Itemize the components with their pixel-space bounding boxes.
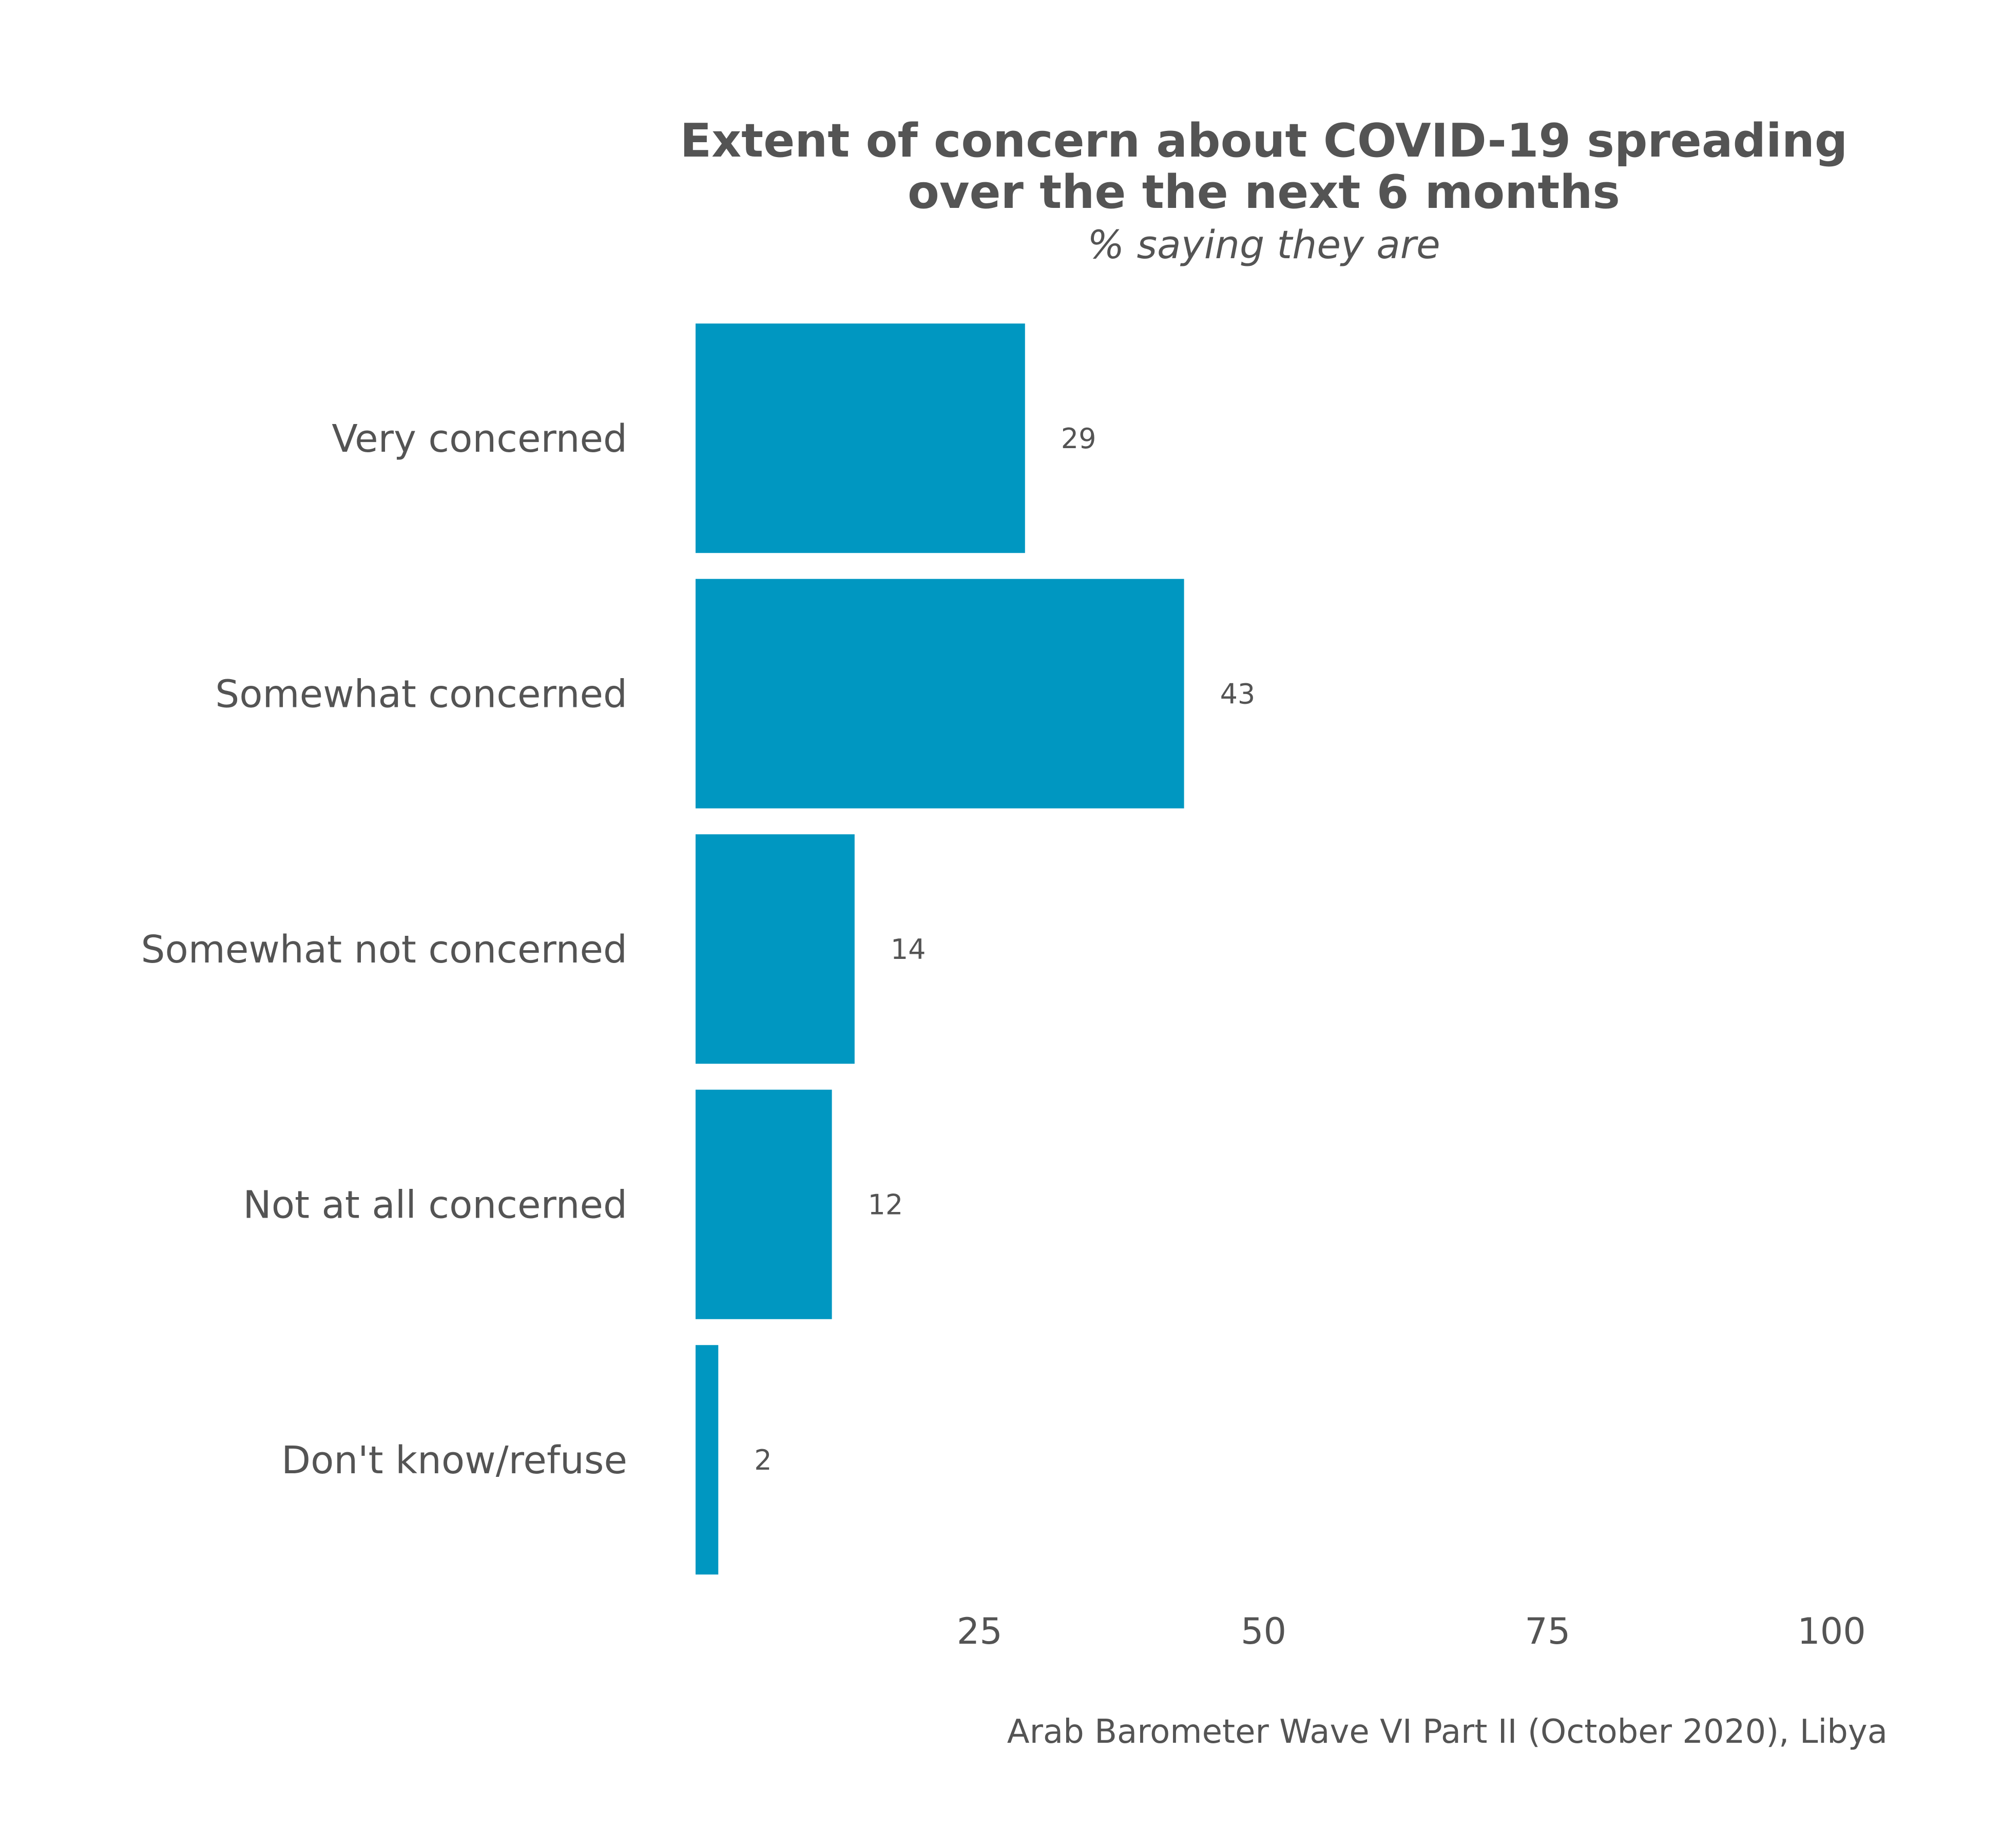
chart-title: Extent of concern about COVID-19 spreadi… xyxy=(680,114,1848,219)
x-tick-label-100: 100 xyxy=(1797,1610,1866,1652)
bar-not-at-all-concerned xyxy=(696,1089,832,1319)
bar-very-concerned xyxy=(696,323,1025,553)
x-tick-label-50: 50 xyxy=(1241,1610,1286,1652)
chart-title-line-2: over the the next 6 months xyxy=(908,165,1620,219)
x-tick-label-75: 75 xyxy=(1525,1610,1570,1652)
value-label-very-concerned: 29 xyxy=(1061,422,1096,455)
category-label-not-at-all-concerned: Not at all concerned xyxy=(243,1183,627,1227)
chart-title-line-1: Extent of concern about COVID-19 spreadi… xyxy=(680,114,1848,168)
category-labels: Very concerned Somewhat concerned Somewhat… xyxy=(141,417,627,1483)
bar-somewhat-concerned xyxy=(696,579,1184,808)
value-label-somewhat-concerned: 43 xyxy=(1220,678,1256,710)
value-labels: 29 43 14 12 2 xyxy=(754,422,1255,1476)
bar-don-t-know-refuse xyxy=(696,1345,719,1575)
chart-caption: Arab Barometer Wave VI Part II (October … xyxy=(1007,1713,1888,1751)
value-label-not-at-all-concerned: 12 xyxy=(868,1188,903,1221)
category-label-somewhat-concerned: Somewhat concerned xyxy=(215,672,627,716)
bar-somewhat-not-concerned xyxy=(696,834,855,1064)
category-label-don-t-know-refuse: Don't know/refuse xyxy=(281,1438,627,1483)
category-label-somewhat-not-concerned: Somewhat not concerned xyxy=(141,928,627,972)
bars xyxy=(696,323,1184,1575)
x-axis-ticks: 25 50 75 100 xyxy=(957,1610,1866,1652)
value-label-somewhat-not-concerned: 14 xyxy=(891,933,926,966)
x-tick-label-25: 25 xyxy=(957,1610,1003,1652)
chart-subtitle: % saying they are xyxy=(1087,222,1440,267)
value-label-don-t-know-refuse: 2 xyxy=(754,1444,772,1476)
category-label-very-concerned: Very concerned xyxy=(332,417,627,461)
